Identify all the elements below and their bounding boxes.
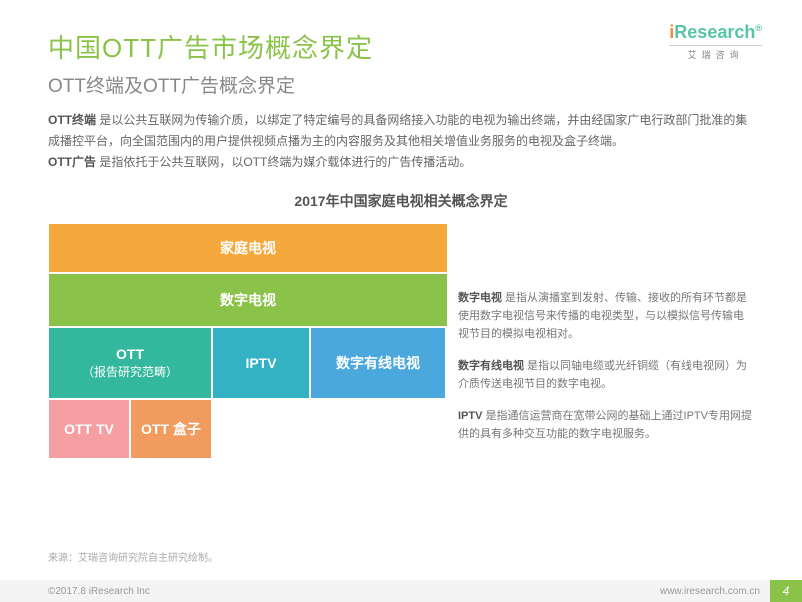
page-footer: ©2017.8 iResearch Inc www.iresearch.com.…	[0, 580, 802, 602]
intro-paragraphs: OTT终端 是以公共互联网为传输介质，以绑定了特定编号的具备网络接入功能的电视为…	[48, 110, 754, 173]
term-ott-terminal: OTT终端	[48, 113, 96, 127]
diagram-title: 2017年中国家庭电视相关概念界定	[48, 191, 754, 211]
desc-digital-tv-term: 数字电视	[458, 292, 502, 304]
logo-subtitle: 艾瑞咨询	[669, 45, 762, 61]
block-ott-box: OTT 盒子	[131, 400, 211, 458]
block-iptv: IPTV	[213, 328, 309, 398]
block-home-tv: 家庭电视	[49, 224, 447, 272]
concept-diagram: 家庭电视 数字电视 OTT （报告研究范畴） IPTV 数字有线电视 OTT T…	[48, 223, 754, 459]
block-ott: OTT （报告研究范畴）	[49, 328, 211, 398]
desc-iptv-term: IPTV	[458, 410, 482, 422]
page-title: 中国OTT广告市场概念界定	[48, 28, 754, 65]
block-ott-tv: OTT TV	[49, 400, 129, 458]
site-url: www.iresearch.com.cn	[660, 586, 760, 597]
logo-text: iResearch®	[669, 22, 762, 43]
block-cable-tv: 数字有线电视	[311, 328, 445, 398]
diagram-descriptions: 数字电视 是指从演播室到发射、传输、接收的所有环节都是使用数字电视信号来传播的电…	[458, 223, 754, 459]
brand-logo: iResearch® 艾瑞咨询	[669, 22, 762, 61]
copyright: ©2017.8 iResearch Inc	[48, 586, 150, 597]
desc-cable-tv-term: 数字有线电视	[458, 360, 524, 372]
block-digital-tv: 数字电视	[49, 274, 447, 326]
page-number: 4	[770, 580, 802, 602]
page-subtitle: OTT终端及OTT广告概念界定	[48, 71, 754, 98]
term-ott-ad: OTT广告	[48, 155, 96, 169]
source-note: 来源：艾瑞咨询研究院自主研究绘制。	[48, 549, 218, 564]
